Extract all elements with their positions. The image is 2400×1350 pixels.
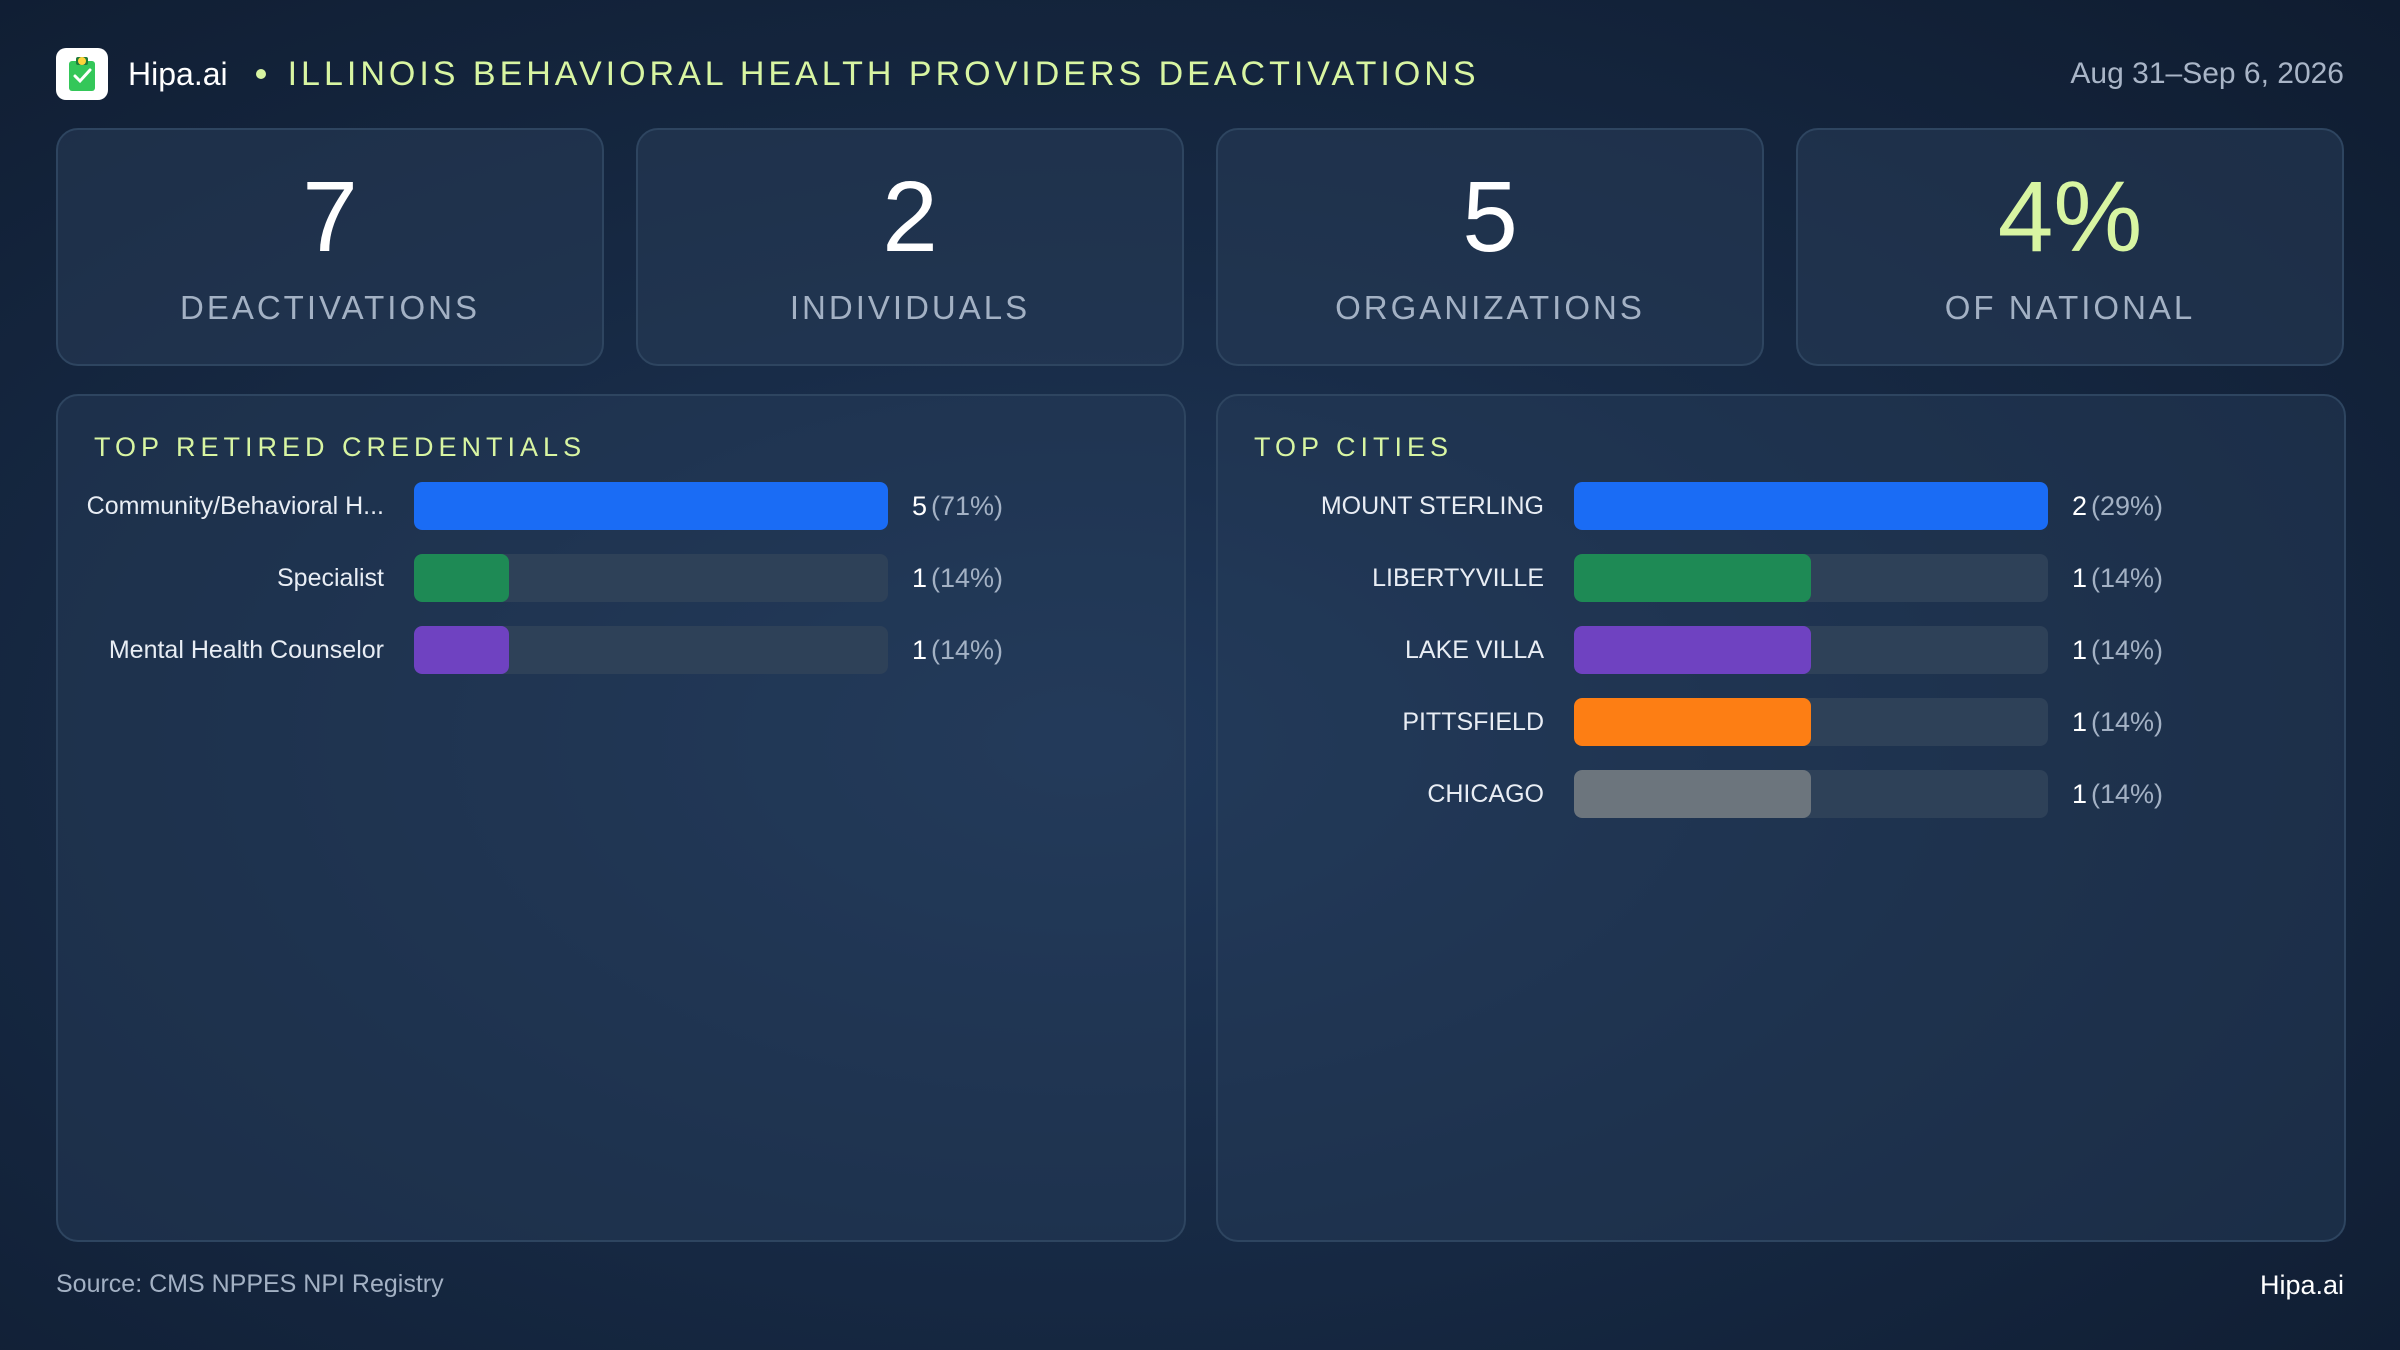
city-bar-value: 1 (14%) (2072, 770, 2163, 818)
clipboard-check-icon (69, 57, 95, 91)
city-bar (1574, 554, 1811, 602)
stat-card-deactivations: 7 DEACTIVATIONS (56, 128, 604, 366)
city-bar-row: PITTSFIELD 1 (14%) (1218, 698, 2344, 746)
credential-bar-value: 5 (71%) (912, 482, 1003, 530)
city-bar-track (1574, 698, 2048, 746)
source-note: Source: CMS NPPES NPI Registry (56, 1270, 444, 1298)
bar-count: 2 (2072, 491, 2088, 521)
bar-count: 1 (2072, 635, 2088, 665)
bar-count: 5 (912, 491, 928, 521)
bar-count: 1 (2072, 779, 2088, 809)
credential-bar (414, 626, 509, 674)
city-bar-row: LIBERTYVILLE 1 (14%) (1218, 554, 2344, 602)
bar-count: 1 (2072, 563, 2088, 593)
stat-label: INDIVIDUALS (789, 289, 1031, 326)
city-bar-value: 1 (14%) (2072, 626, 2163, 674)
bar-percentage: (29%) (2091, 491, 2164, 521)
credential-bar-track (414, 626, 888, 674)
bar-percentage: (14%) (931, 635, 1004, 665)
credential-bar-value: 1 (14%) (912, 554, 1003, 602)
separator-dot (255, 69, 266, 79)
bar-count: 1 (2072, 707, 2088, 737)
stat-value: 2 (882, 161, 938, 273)
credential-bar-label: Mental Health Counselor (108, 636, 384, 664)
stat-card-individuals: 2 INDIVIDUALS (636, 128, 1184, 366)
logo (56, 48, 108, 100)
stat-card-national: 4% OF NATIONAL (1796, 128, 2344, 366)
stat-value: 7 (302, 161, 358, 273)
city-bar-label: LIBERTYVILLE (1372, 564, 1544, 592)
credential-bar (414, 554, 509, 602)
city-bar (1574, 698, 1811, 746)
city-bar (1574, 482, 2048, 530)
credential-bar-track (414, 482, 888, 530)
stat-value: 4% (1997, 161, 2143, 273)
stat-value: 5 (1462, 161, 1518, 273)
city-bar-value: 2 (29%) (2072, 482, 2163, 530)
stat-label: OF NATIONAL (1944, 289, 2196, 326)
credentials-panel: TOP RETIRED CREDENTIALS Community/Behavi… (56, 394, 1186, 1242)
header: Hipa.ai ILLINOIS BEHAVIORAL HEALTH PROVI… (56, 46, 2344, 102)
credential-bar (414, 482, 888, 530)
page-title: ILLINOIS BEHAVIORAL HEALTH PROVIDERS DEA… (287, 54, 1480, 93)
city-bar-row: MOUNT STERLING 2 (29%) (1218, 482, 2344, 530)
credential-bar-track (414, 554, 888, 602)
credential-bar-row: Mental Health Counselor 1 (14%) (58, 626, 1184, 674)
bar-percentage: (14%) (931, 563, 1004, 593)
city-bar-label: PITTSFIELD (1402, 708, 1544, 736)
city-bar-label: MOUNT STERLING (1320, 492, 1544, 520)
panel-title: TOP RETIRED CREDENTIALS (94, 432, 587, 462)
bar-percentage: (14%) (2091, 779, 2164, 809)
city-bar-track (1574, 626, 2048, 674)
panel-title: TOP CITIES (1254, 432, 1454, 462)
city-bar (1574, 770, 1811, 818)
brand-name: Hipa.ai (128, 55, 228, 92)
footer-brand: Hipa.ai (2259, 1270, 2344, 1300)
city-bar-track (1574, 482, 2048, 530)
credential-bar-row: Community/Behavioral H... 5 (71%) (58, 482, 1184, 530)
bar-percentage: (14%) (2091, 707, 2164, 737)
city-bar (1574, 626, 1811, 674)
cities-panel: TOP CITIES MOUNT STERLING 2 (29%) LIBERTYVI… (1216, 394, 2346, 1242)
stat-label: DEACTIVATIONS (180, 289, 480, 326)
city-bar-track (1574, 770, 2048, 818)
stat-label: ORGANIZATIONS (1335, 289, 1645, 326)
bar-percentage: (14%) (2091, 563, 2164, 593)
bar-count: 1 (912, 635, 928, 665)
bar-count: 1 (912, 563, 928, 593)
stat-card-organizations: 5 ORGANIZATIONS (1216, 128, 1764, 366)
date-range: Aug 31–Sep 6, 2026 (2070, 57, 2344, 90)
city-bar-value: 1 (14%) (2072, 554, 2163, 602)
stats-row: 7 DEACTIVATIONS 2 INDIVIDUALS 5 ORGANIZA… (56, 128, 2344, 366)
credential-bar-label: Community/Behavioral H... (86, 492, 384, 520)
city-bar-track (1574, 554, 2048, 602)
credential-bar-value: 1 (14%) (912, 626, 1003, 674)
city-bar-row: CHICAGO 1 (14%) (1218, 770, 2344, 818)
city-bar-row: LAKE VILLA 1 (14%) (1218, 626, 2344, 674)
bar-percentage: (71%) (931, 491, 1004, 521)
credential-bar-label: Specialist (277, 564, 384, 592)
bar-percentage: (14%) (2091, 635, 2164, 665)
city-bar-label: LAKE VILLA (1405, 636, 1544, 664)
city-bar-label: CHICAGO (1427, 780, 1544, 808)
city-bar-value: 1 (14%) (2072, 698, 2163, 746)
credential-bar-row: Specialist 1 (14%) (58, 554, 1184, 602)
